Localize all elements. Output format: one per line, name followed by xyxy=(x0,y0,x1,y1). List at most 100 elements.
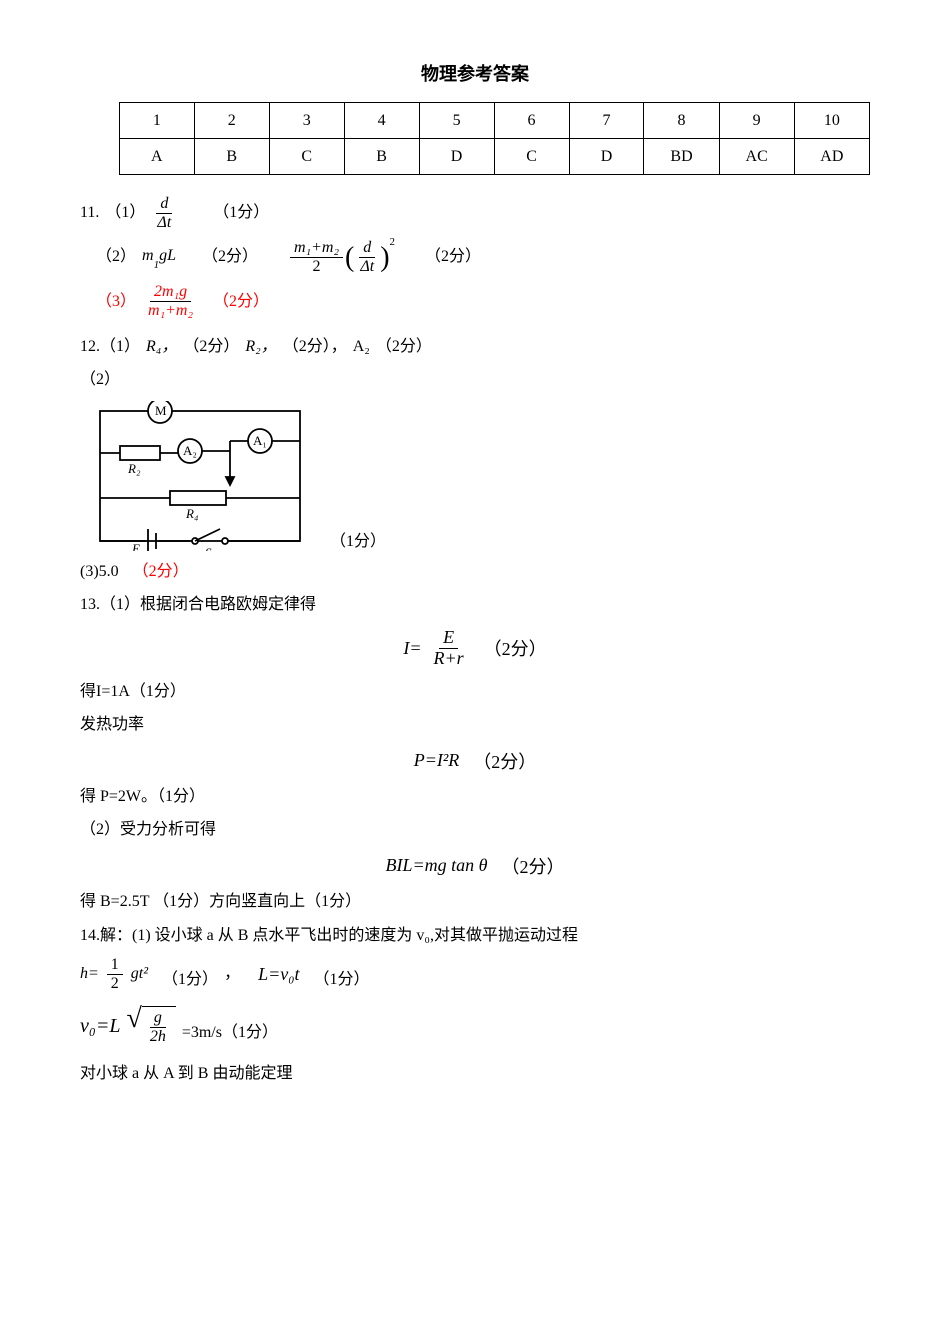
score: （2分） xyxy=(183,334,239,360)
col-header: 10 xyxy=(794,103,869,139)
text: 14.解：(1) 设小球 a 从 B 点水平飞出时的速度为 v₀,对其做平抛运动… xyxy=(80,923,578,949)
q14-last: 对小球 a 从 A 到 B 由动能定理 xyxy=(80,1061,870,1087)
q13-eq1: I= E R+r （2分） xyxy=(80,628,870,669)
q11-part1: 11. （1） d Δt （1分） xyxy=(80,195,870,231)
fraction: d Δt xyxy=(356,239,378,275)
q13-res3: 得 B=2.5T （1分）方向竖直向上（1分） xyxy=(80,889,870,915)
score: （1分） xyxy=(330,527,386,551)
q12-part3: (3)5.0 （2分） xyxy=(80,559,870,585)
col-header: 7 xyxy=(569,103,644,139)
circuit-label-a1: A₁ xyxy=(253,433,267,448)
q13-eq2: P=I²R （2分） xyxy=(80,748,870,774)
score: （2分） xyxy=(473,748,536,774)
score: （2分） xyxy=(213,289,269,315)
q13-res1: 得I=1A（1分） xyxy=(80,679,870,705)
fraction: 1 2 xyxy=(107,956,123,992)
circuit-label-e: E xyxy=(131,541,140,551)
text: 得 P=2W。（1分） xyxy=(80,784,205,810)
fraction: g 2h xyxy=(146,1009,170,1045)
text: 对小球 a 从 A 到 B 由动能定理 xyxy=(80,1061,292,1087)
circuit-label-r4: R₄ xyxy=(185,506,199,521)
q11-part3: （3） 2m₁g m₁+m₂ （2分） xyxy=(96,283,870,319)
q14-eq3: v₀=L √ g 2h =3m/s（1分） xyxy=(80,1006,870,1045)
value: =3m/s（1分） xyxy=(182,1020,278,1046)
eq2: L=v₀t xyxy=(258,960,299,989)
score: （2分） xyxy=(376,334,432,360)
blank-cell xyxy=(80,103,119,139)
score: （2分）， xyxy=(283,334,347,360)
circuit-label-r2: R₂ xyxy=(127,461,141,476)
r4: R₄， xyxy=(146,334,177,360)
lhs: I= xyxy=(403,638,421,659)
r2: R₂， xyxy=(245,334,276,360)
col-header: 3 xyxy=(269,103,344,139)
answer-table: 1 2 3 4 5 6 7 8 9 10 A B C B D C D BD AC… xyxy=(80,102,870,175)
answer-cell: D xyxy=(419,139,494,175)
fraction: E R+r xyxy=(429,628,467,669)
q13-res2: 得 P=2W。（1分） xyxy=(80,784,870,810)
part-label: （2） xyxy=(96,244,136,270)
exponent: 2 xyxy=(390,234,396,252)
rest: gt² xyxy=(131,961,148,987)
answer-cell: AD xyxy=(794,139,869,175)
q13-part2-label: （2）受力分析可得 xyxy=(80,817,870,843)
value: (3)5.0 xyxy=(80,559,119,585)
text: 13.（1）根据闭合电路欧姆定律得 xyxy=(80,592,316,618)
sqrt-sign-icon: √ xyxy=(126,1006,141,1045)
frac-den: 2h xyxy=(146,1028,170,1046)
paren-left: ( xyxy=(345,245,354,270)
answer-cell: AC xyxy=(719,139,794,175)
circuit-label-m: M xyxy=(155,403,167,418)
score: （2分） xyxy=(202,244,258,270)
expr: m₁+m₂ 2 ( d Δt ) 2 xyxy=(288,239,395,275)
text: 得 B=2.5T （1分）方向竖直向上（1分） xyxy=(80,889,361,915)
table-row: 1 2 3 4 5 6 7 8 9 10 xyxy=(80,103,870,139)
answer-cell: B xyxy=(344,139,419,175)
page-title: 物理参考答案 xyxy=(80,60,870,86)
col-header: 9 xyxy=(719,103,794,139)
score: （1分） xyxy=(213,200,269,226)
term: m1gL xyxy=(142,243,176,271)
frac-num: d xyxy=(156,195,172,214)
answer-cell: D xyxy=(569,139,644,175)
text: 得I=1A（1分） xyxy=(80,679,186,705)
eq: P=I²R xyxy=(414,750,460,771)
frac-den: 2 xyxy=(309,258,325,276)
sqrt: √ g 2h xyxy=(126,1006,175,1045)
circuit-label-s: S xyxy=(205,545,212,551)
a2: A₂ xyxy=(353,334,370,360)
eq: BIL=mg tan θ xyxy=(386,855,488,876)
answer-cell: A xyxy=(119,139,194,175)
frac-num: E xyxy=(439,628,458,649)
table-row: A B C B D C D BD AC AD xyxy=(80,139,870,175)
circuit-svg: M A₁ A₂ R₂ R₄ E S xyxy=(90,401,310,551)
frac-den: m₁+m₂ xyxy=(144,302,197,320)
col-header: 6 xyxy=(494,103,569,139)
q-label: 12.（1） xyxy=(80,334,140,360)
part-label: （3） xyxy=(96,289,136,315)
score: （1分） xyxy=(162,967,218,993)
part-label: （2） xyxy=(80,367,120,393)
comma: ， xyxy=(224,961,240,987)
score: （2分） xyxy=(484,635,547,661)
circuit-label-a2: A₂ xyxy=(183,443,197,458)
score: （2分） xyxy=(425,244,481,270)
col-header: 1 xyxy=(119,103,194,139)
q-label: 11. xyxy=(80,200,99,226)
frac-num: g xyxy=(150,1009,166,1028)
part-label: （1） xyxy=(105,200,145,226)
frac-den: Δt xyxy=(153,214,175,232)
score: （2分） xyxy=(133,559,189,585)
fraction: 2m₁g m₁+m₂ xyxy=(144,283,197,319)
score: （1分） xyxy=(313,967,369,993)
paren-right: ) xyxy=(380,245,389,270)
q12-part1: 12.（1） R₄， （2分） R₂， （2分）， A₂ （2分） xyxy=(80,334,870,360)
answer-cell: C xyxy=(269,139,344,175)
q12-part2-label: （2） xyxy=(80,367,870,393)
frac-num: 1 xyxy=(107,956,123,975)
frac-num: 2m₁g xyxy=(150,283,191,302)
frac-den: R+r xyxy=(429,649,467,669)
q13-heat: 发热功率 xyxy=(80,712,870,738)
answer-cell: B xyxy=(194,139,269,175)
col-header: 5 xyxy=(419,103,494,139)
